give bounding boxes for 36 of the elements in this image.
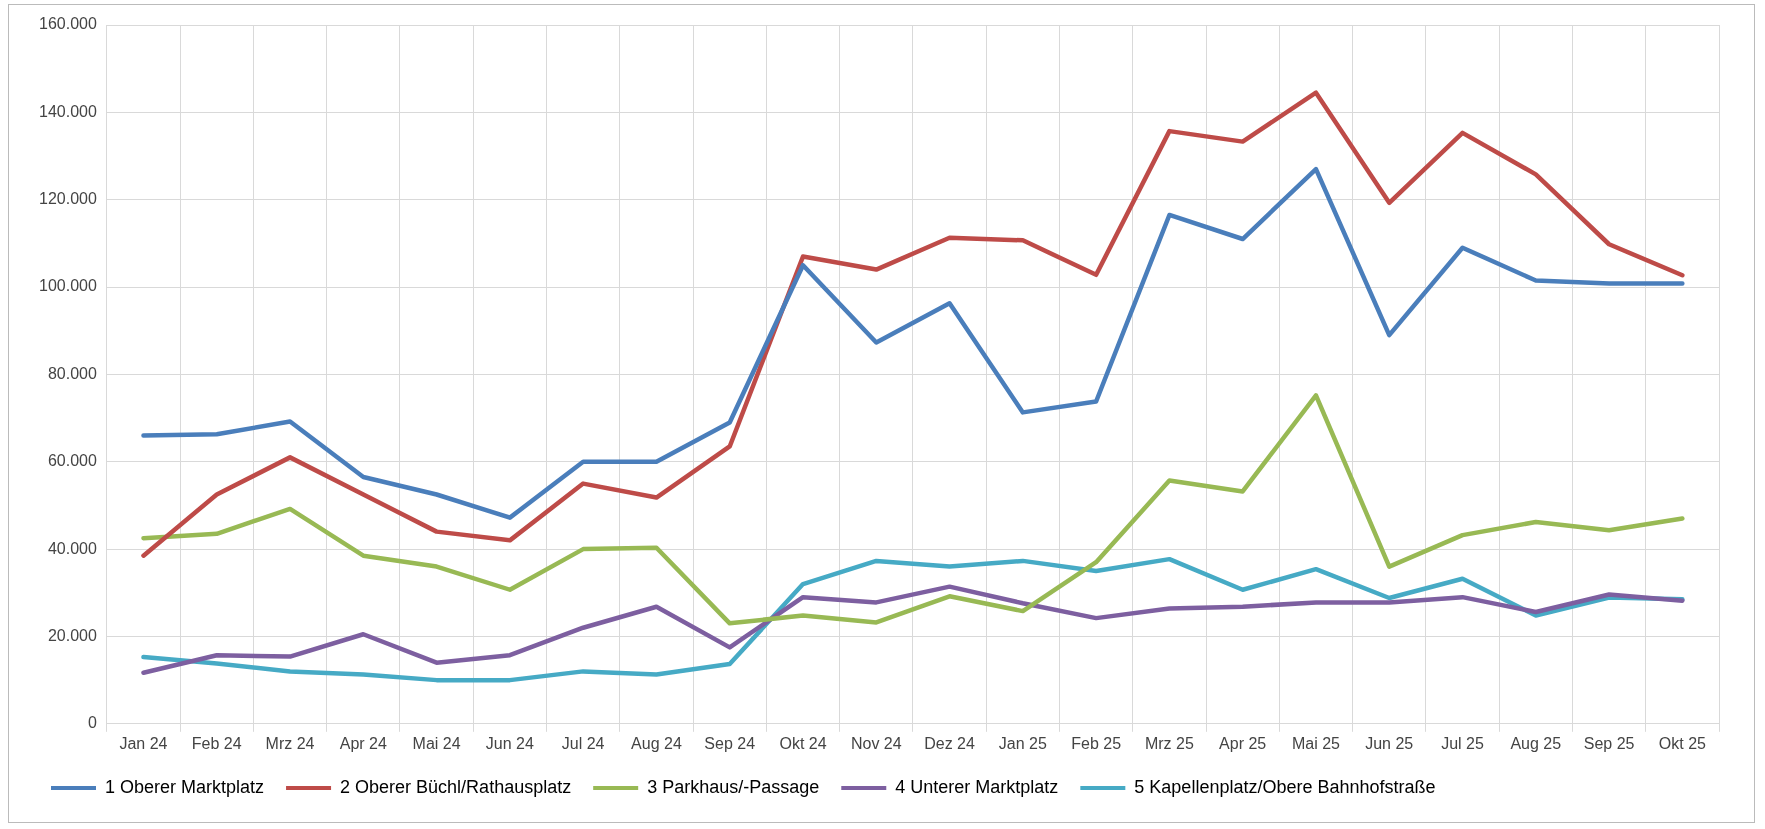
x-tick-label: Mrz 25 <box>1144 734 1194 752</box>
x-tick-label: Jun 24 <box>485 734 534 752</box>
x-tick-label: Mai 24 <box>412 734 461 752</box>
x-tick-label: Sep 24 <box>704 734 756 752</box>
y-tick-label: 100.000 <box>38 277 97 295</box>
x-tick-label: Mai 25 <box>1291 734 1341 752</box>
x-tick-label: Apr 24 <box>339 734 387 752</box>
y-tick-label: 20.000 <box>47 626 97 644</box>
legend-label: 5 Kapellenplatz/Obere Bahnhofstraße <box>1134 776 1436 797</box>
x-tick-label: Dez 24 <box>924 734 975 752</box>
x-tick-label: Feb 24 <box>191 734 242 752</box>
x-tick-label: Apr 25 <box>1219 734 1267 752</box>
x-tick-label: Aug 24 <box>631 734 682 752</box>
y-tick-label: 140.000 <box>38 102 97 120</box>
x-tick-label: Aug 25 <box>1510 734 1562 752</box>
x-tick-label: Jun 25 <box>1365 734 1414 752</box>
legend-label: 2 Oberer Büchl/Rathausplatz <box>340 776 572 797</box>
y-tick-label: 120.000 <box>38 190 97 208</box>
y-tick-label: 160.000 <box>38 15 97 33</box>
x-tick-label: Jul 24 <box>561 734 605 752</box>
x-tick-label: Okt 24 <box>779 734 827 752</box>
x-tick-label: Okt 25 <box>1658 734 1707 752</box>
y-tick-label: 40.000 <box>47 539 97 557</box>
x-tick-label: Jan 25 <box>998 734 1047 752</box>
x-tick-label: Nov 24 <box>850 734 902 752</box>
legend-label: 1 Oberer Marktplatz <box>105 776 265 797</box>
y-tick-label: 0 <box>87 714 97 732</box>
y-tick-label: 60.000 <box>47 452 97 470</box>
x-tick-label: Jan 24 <box>119 734 168 752</box>
x-tick-label: Mrz 24 <box>265 734 315 752</box>
legend-label: 4 Unterer Marktplatz <box>895 776 1059 797</box>
legend-label: 3 Parkhaus/-Passage <box>647 776 820 797</box>
x-tick-label: Sep 25 <box>1583 734 1635 752</box>
x-tick-label: Jul 25 <box>1441 734 1484 752</box>
y-tick-label: 80.000 <box>47 364 97 382</box>
x-tick-label: Feb 25 <box>1071 734 1122 752</box>
